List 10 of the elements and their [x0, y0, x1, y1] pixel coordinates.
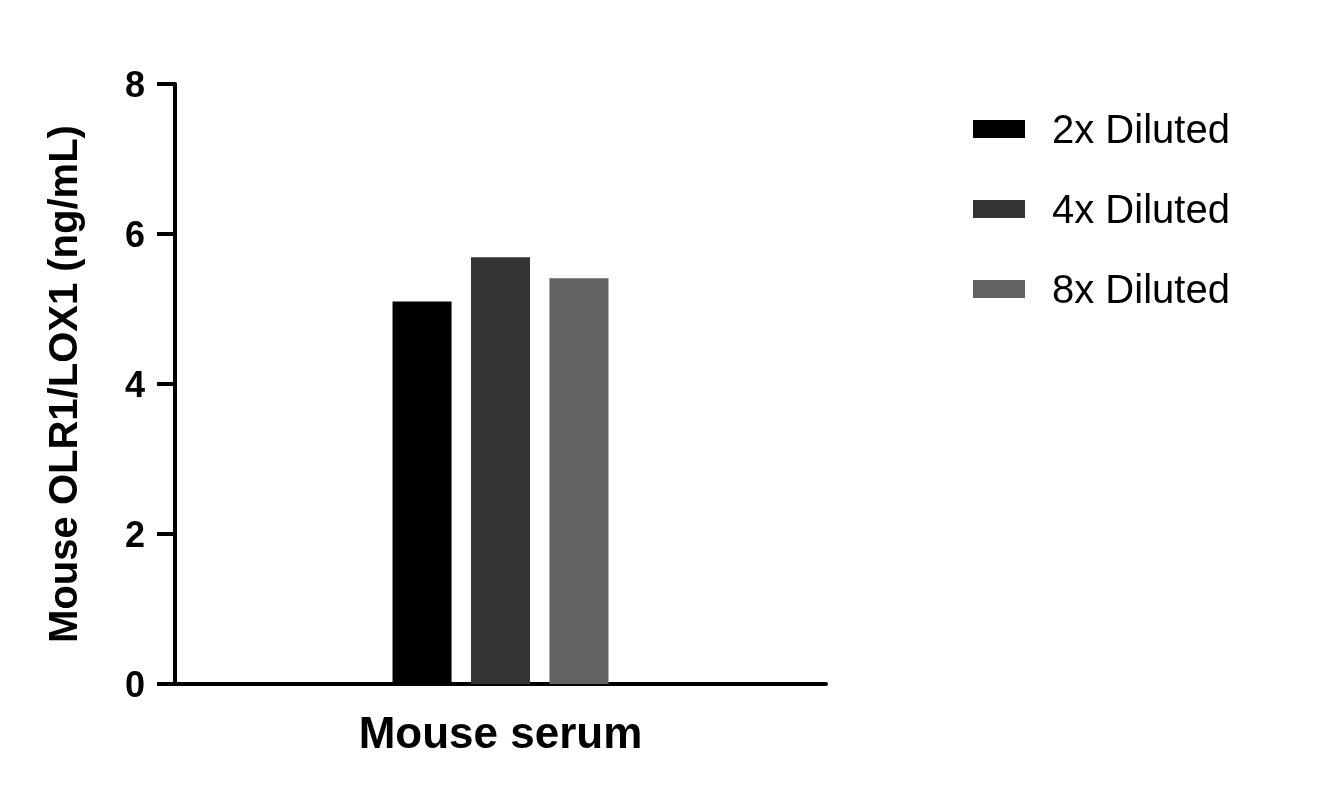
legend-label: 4x Diluted [1052, 187, 1230, 231]
y-axis-title: Mouse OLR1/LOX1 (ng/mL) [41, 125, 85, 643]
y-tick-label: 8 [124, 63, 145, 105]
y-tick-label: 4 [124, 363, 145, 405]
legend-label: 8x Diluted [1052, 267, 1230, 311]
y-tick-label: 6 [124, 213, 145, 255]
x-tick-label: Mouse serum [358, 707, 643, 757]
legend-label: 2x Diluted [1052, 107, 1230, 151]
y-tick-label: 2 [124, 513, 145, 555]
y-tick-label: 0 [124, 663, 145, 705]
